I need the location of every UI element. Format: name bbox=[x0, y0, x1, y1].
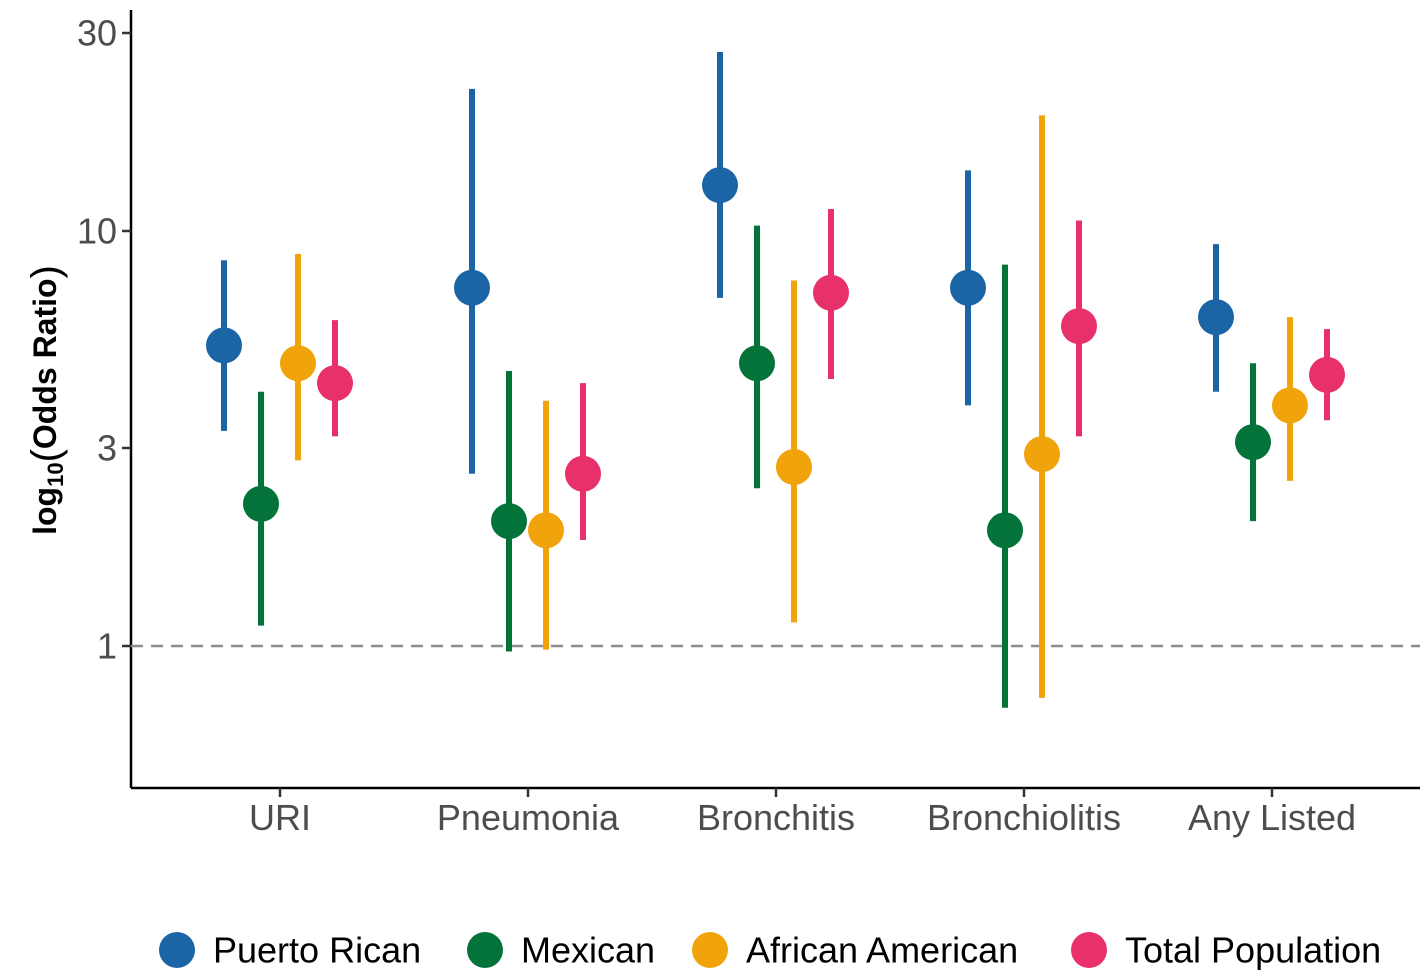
data-point bbox=[1024, 436, 1060, 473]
data-point bbox=[528, 512, 564, 549]
legend-swatch bbox=[467, 932, 503, 968]
legend-swatch bbox=[1071, 932, 1107, 968]
y-tick-label: 10 bbox=[77, 211, 117, 252]
x-category-label: Pneumonia bbox=[437, 797, 620, 838]
x-ticks-layer: URI Pneumonia Bronchitis Bronchiolitis Any L… bbox=[249, 788, 1356, 838]
data-point bbox=[1235, 424, 1271, 461]
data-point bbox=[243, 485, 279, 522]
data-point bbox=[739, 345, 775, 382]
legend-item: Total Population bbox=[1071, 930, 1381, 971]
x-category-label: Any Listed bbox=[1188, 797, 1356, 838]
data-point bbox=[1061, 308, 1097, 345]
data-point bbox=[491, 503, 527, 540]
y-axis-label-main: Odds Ratio bbox=[27, 278, 63, 449]
legend-label: Total Population bbox=[1125, 930, 1381, 971]
legend-item: Puerto Rican bbox=[159, 930, 421, 971]
y-axis-label: log10(Odds Ratio) bbox=[24, 265, 68, 535]
x-category-label: URI bbox=[249, 797, 311, 838]
data-point bbox=[950, 269, 986, 306]
data-point bbox=[454, 269, 490, 306]
y-axis-label-prefix: log bbox=[27, 487, 63, 535]
data-point bbox=[1309, 356, 1345, 393]
data-point bbox=[702, 167, 738, 204]
y-ticks-layer: 1 3 10 30 bbox=[77, 12, 131, 667]
data-point bbox=[813, 274, 849, 311]
y-axis-label-open-paren: ( bbox=[24, 448, 68, 462]
data-point bbox=[280, 345, 316, 382]
axes-layer bbox=[129, 10, 1420, 790]
data-point bbox=[987, 512, 1023, 549]
x-category-label: Bronchitis bbox=[697, 797, 855, 838]
data-point bbox=[206, 327, 242, 364]
legend-label: Mexican bbox=[521, 930, 655, 971]
y-tick-label: 30 bbox=[77, 12, 117, 53]
legend: Puerto Rican Mexican African American Total… bbox=[159, 930, 1381, 971]
data-point bbox=[1198, 299, 1234, 336]
y-axis-title: log10(Odds Ratio) bbox=[24, 265, 68, 535]
data-point bbox=[565, 455, 601, 492]
y-tick-label: 1 bbox=[97, 626, 117, 667]
x-category-label: Bronchiolitis bbox=[927, 797, 1121, 838]
legend-label: African American bbox=[746, 930, 1018, 971]
legend-item: African American bbox=[692, 930, 1018, 971]
data-point bbox=[776, 448, 812, 485]
data-point bbox=[1272, 387, 1308, 424]
y-axis-label-close-paren: ) bbox=[24, 265, 68, 278]
y-tick-label: 3 bbox=[97, 427, 117, 468]
data-point bbox=[317, 365, 353, 402]
y-axis-label-subscript: 10 bbox=[43, 462, 68, 486]
data-marks-layer bbox=[206, 51, 1345, 708]
legend-swatch bbox=[159, 932, 195, 968]
legend-item: Mexican bbox=[467, 930, 655, 971]
legend-swatch bbox=[692, 932, 728, 968]
legend-label: Puerto Rican bbox=[213, 930, 421, 971]
